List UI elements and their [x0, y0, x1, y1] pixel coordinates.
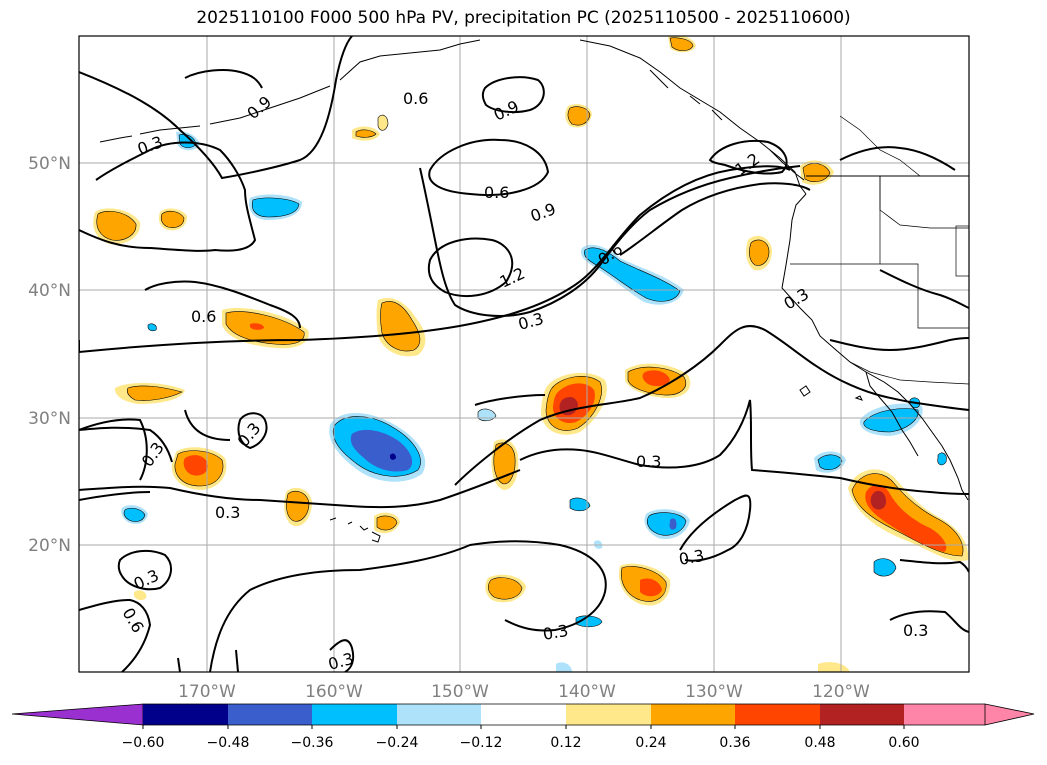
colorbar-tick: 0.60 [888, 735, 919, 751]
colorbar-bin [651, 704, 735, 725]
lon-label: 170°W [178, 682, 236, 702]
lat-label: 20°N [28, 536, 71, 556]
lat-label: 50°N [28, 154, 71, 174]
contour-label: 0.6 [191, 307, 216, 326]
lon-label: 120°W [812, 682, 870, 702]
colorbar-bin [904, 704, 985, 725]
contour-label: 0.3 [326, 649, 356, 674]
colorbar-bin [397, 704, 481, 725]
colorbar-bin [228, 704, 312, 725]
colorbar-tick: −0.24 [376, 735, 419, 751]
gridlines [79, 36, 969, 672]
colorbar-tick: −0.12 [460, 735, 503, 751]
colorbar-bin [143, 704, 228, 725]
pv-contours [79, 36, 969, 672]
colorbar-tick: 0.48 [804, 735, 835, 751]
map-title: 2025110100 F000 500 hPa PV, precipitatio… [196, 8, 851, 28]
lon-label: 140°W [558, 682, 616, 702]
colorbar-tick: 0.36 [719, 735, 750, 751]
precip-shading [93, 36, 969, 672]
colorbar-under [11, 703, 144, 726]
lat-label: 40°N [28, 281, 71, 301]
lat-label: 30°N [28, 409, 71, 429]
lon-label: 160°W [305, 682, 363, 702]
colorbar-bin [566, 704, 651, 725]
contour-label: 0.3 [541, 621, 569, 644]
contour-label: 0.3 [677, 546, 705, 569]
contour-label: 0.3 [636, 452, 661, 471]
colorbar-over [984, 703, 1035, 726]
lat-labels: 50°N 40°N 30°N 20°N [28, 154, 71, 556]
contour-label: 0.6 [484, 183, 509, 202]
colorbar-bin [735, 704, 820, 725]
colorbar-bin [820, 704, 904, 725]
colorbar-tick: −0.36 [291, 735, 334, 751]
colorbar-tick: 0.12 [550, 735, 581, 751]
colorbar-tick: −0.48 [207, 735, 250, 751]
colorbar-bin [312, 704, 397, 725]
map-frame [78, 35, 970, 673]
lon-labels: 170°W 160°W 150°W 140°W 130°W 120°W [178, 682, 870, 702]
colorbar-tick: 0.24 [635, 735, 666, 751]
coastlines [99, 39, 969, 543]
lon-label: 130°W [685, 682, 743, 702]
lon-label: 150°W [431, 682, 489, 702]
map-area [79, 36, 969, 672]
colorbar-tick: −0.60 [122, 735, 165, 751]
colorbar-bin [481, 704, 566, 725]
contour-label: 0.3 [215, 503, 240, 522]
colorbar: −0.60 −0.48 −0.36 −0.24 −0.12 0.12 0.24 … [11, 703, 1035, 751]
contour-label: 0.3 [903, 621, 928, 640]
contour-label: 0.6 [403, 89, 428, 108]
